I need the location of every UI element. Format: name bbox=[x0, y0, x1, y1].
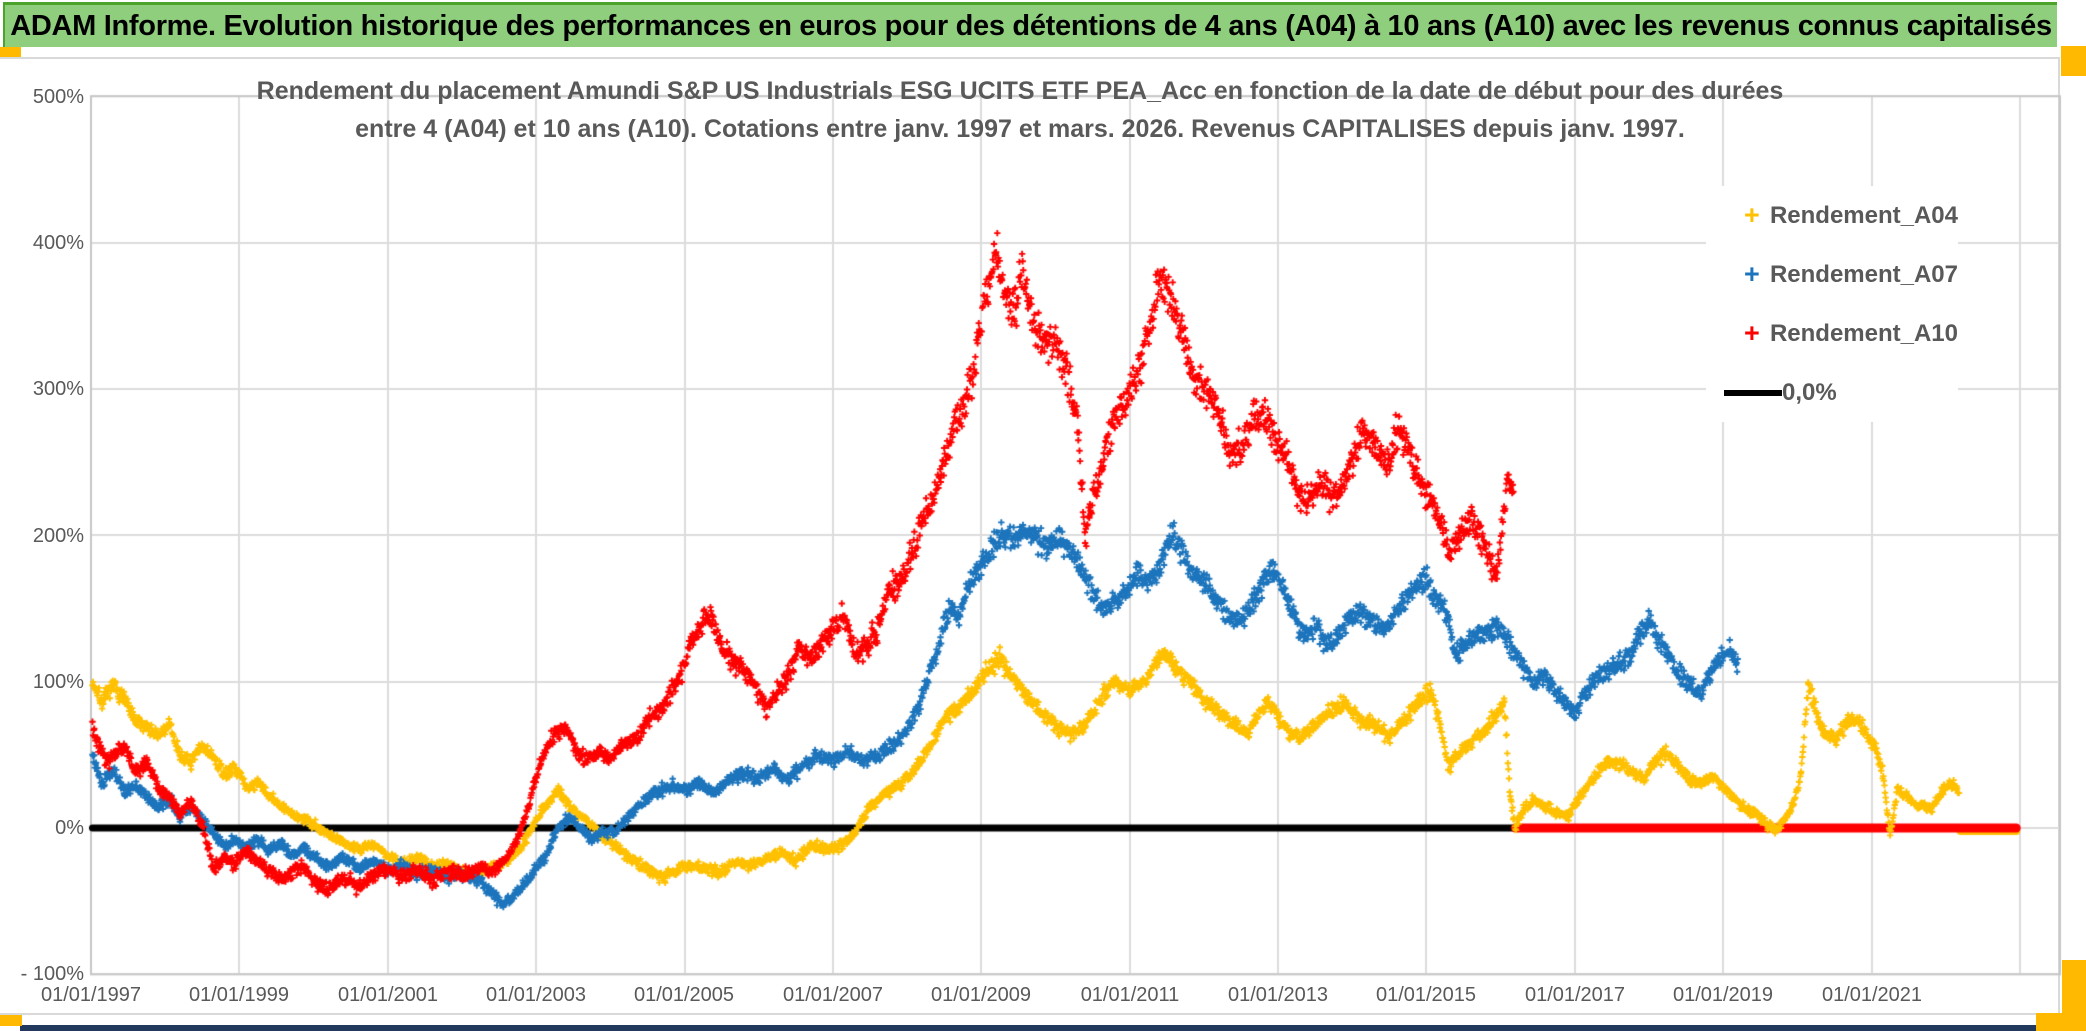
x-tick-label: 01/01/2003 bbox=[485, 984, 587, 1006]
gold-accent-bottom-left bbox=[0, 1015, 22, 1026]
y-tick-label: 200% bbox=[32, 525, 84, 547]
chart-title-line2: entre 4 (A04) et 10 ans (A10). Cotations… bbox=[355, 115, 1685, 143]
x-tick-label: 01/01/2007 bbox=[782, 984, 884, 1006]
legend-item-zero-line[interactable]: 0,0% bbox=[1706, 363, 1958, 422]
chart-title: Rendement du placement Amundi S&P US Ind… bbox=[150, 72, 1890, 148]
y-tick-label: 100% bbox=[32, 671, 84, 693]
legend-label: Rendement_A10 bbox=[1769, 319, 1958, 347]
x-tick-label: 01/01/2005 bbox=[633, 984, 735, 1006]
legend-label: Rendement_A07 bbox=[1769, 260, 1958, 288]
legend-label: Rendement_A04 bbox=[1769, 201, 1958, 229]
y-tick-label: 0% bbox=[55, 817, 84, 839]
plus-marker-icon: + bbox=[1744, 200, 1760, 230]
x-tick-label: 01/01/2011 bbox=[1080, 984, 1180, 1006]
legend-label: 0,0% bbox=[1782, 378, 1837, 406]
x-tick-label: 01/01/2017 bbox=[1524, 984, 1626, 1006]
zero-line-swatch bbox=[1724, 389, 1782, 396]
y-tick-label: 300% bbox=[32, 378, 84, 400]
legend-item-a10[interactable]: + Rendement_A10 bbox=[1706, 304, 1958, 363]
plus-marker-icon: + bbox=[1744, 259, 1760, 289]
x-tick-label: 01/01/2015 bbox=[1375, 984, 1477, 1006]
y-tick-label: 400% bbox=[32, 232, 84, 254]
x-tick-label: 01/01/2013 bbox=[1227, 984, 1329, 1006]
x-tick-label: 01/01/2009 bbox=[930, 984, 1032, 1006]
x-tick-label: 01/01/2001 bbox=[337, 984, 439, 1006]
x-tick-label: 01/01/2019 bbox=[1672, 984, 1774, 1006]
legend-item-a04[interactable]: + Rendement_A04 bbox=[1706, 186, 1958, 245]
y-tick-label: - 100% bbox=[20, 963, 84, 985]
x-tick-label: 01/01/1997 bbox=[40, 984, 142, 1006]
chart-title-line1: Rendement du placement Amundi S&P US Ind… bbox=[256, 77, 1784, 105]
gold-accent-bottom-right bbox=[2036, 1013, 2086, 1031]
legend-item-a07[interactable]: + Rendement_A07 bbox=[1706, 245, 1958, 304]
x-tick-label: 01/01/2021 bbox=[1821, 984, 1923, 1006]
y-tick-label: 500% bbox=[32, 86, 84, 108]
x-tick-label: 01/01/1999 bbox=[188, 984, 290, 1006]
legend: + Rendement_A04 + Rendement_A07 + Rendem… bbox=[1706, 186, 1958, 422]
plus-marker-icon: + bbox=[1744, 318, 1760, 348]
